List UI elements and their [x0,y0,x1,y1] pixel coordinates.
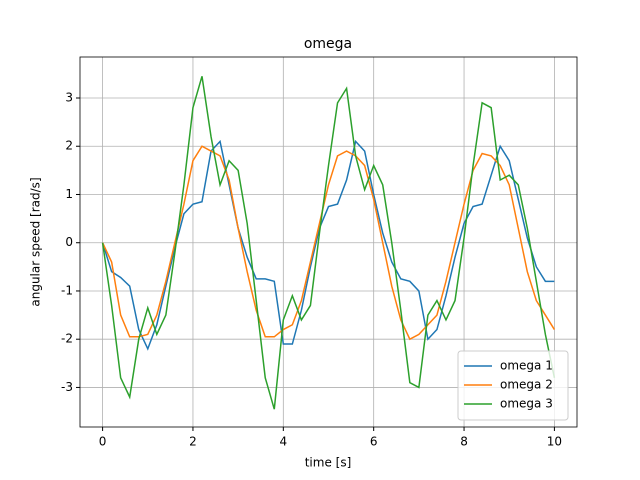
y-tick-label: -1 [61,283,73,297]
legend-label: omega 2 [500,378,553,392]
y-tick-label: 0 [65,235,73,249]
x-tick-label: 6 [370,435,378,449]
legend-label: omega 3 [500,397,553,411]
data-line [101,76,556,410]
y-axis-label: angular speed [rad/s] [29,177,43,306]
chart-title: omega [304,36,352,52]
x-axis-label: time [s] [305,456,352,470]
y-tick-label: -3 [61,380,73,394]
y-tick-label: 1 [65,187,73,201]
x-tick-label: 0 [99,435,107,449]
y-tick-label: 3 [65,91,73,105]
x-tick-label: 4 [279,435,287,449]
x-tick-label: 10 [547,435,562,449]
x-tick-label: 8 [460,435,468,449]
y-tick-label: -2 [61,332,73,346]
axes-frame [79,56,578,428]
legend-box [457,350,569,421]
legend-label: omega 1 [500,359,553,373]
legend: omega 1 omega 2 omega 3 [457,350,569,421]
y-tick-label: 2 [65,139,73,153]
data-line [101,139,555,351]
x-tick-label: 2 [189,435,197,449]
